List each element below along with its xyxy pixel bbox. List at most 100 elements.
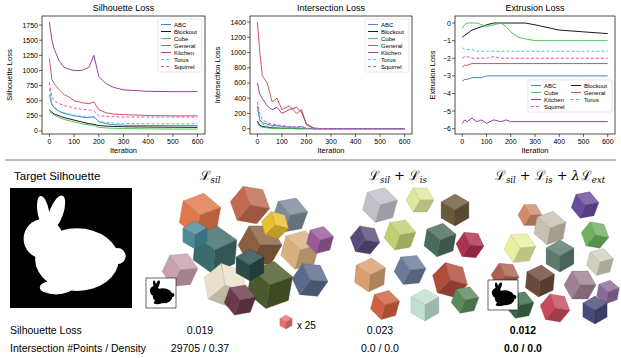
legend-label: Cube [381, 36, 396, 42]
legend-swatch [531, 85, 541, 86]
y-tick-label: 0 [34, 127, 38, 134]
legend: ABCBlockoutCubeGeneralKitchenTorusSquirr… [158, 19, 202, 72]
cube-face [250, 257, 264, 281]
x-tick [607, 134, 608, 137]
cube-face [518, 205, 530, 226]
y-tick-label: 1500 [22, 37, 38, 44]
series-line [49, 89, 197, 124]
legend-box [158, 19, 202, 72]
y-tick [39, 100, 42, 101]
cube-face [571, 194, 585, 218]
chart: 0100200300400500600025050075010001250150… [5, 3, 205, 155]
cube-face [456, 232, 470, 256]
series-line [462, 23, 607, 37]
silhouette-shape [492, 282, 517, 306]
y-tick-label: 750 [26, 82, 38, 89]
row-label: Silhouette Loss [10, 324, 82, 336]
series-line [462, 23, 607, 41]
plot-frame [42, 16, 205, 134]
y-tick-label: 1200 [230, 34, 246, 41]
cube-face [371, 294, 386, 319]
formula-subscript: ext [592, 175, 606, 185]
legend-label: Cube [174, 36, 189, 42]
cube [307, 227, 334, 254]
plot-frame [455, 16, 615, 134]
formula-symbol: ℒ [409, 168, 420, 183]
shape-foot [496, 303, 504, 306]
legend-label: Blockout [174, 29, 197, 35]
legend-label: Squirrel [544, 104, 565, 110]
formula-symbol: ℒ [200, 168, 211, 183]
row-value: 0.019 [187, 324, 213, 336]
y-tick [452, 111, 455, 112]
x-tick [148, 134, 149, 137]
y-tick [452, 93, 455, 94]
legend-swatch [161, 31, 171, 32]
legend-label: Blockout [584, 83, 607, 89]
cube [371, 291, 400, 320]
y-tick-label: 500 [26, 97, 38, 104]
cube-face [286, 319, 292, 330]
row-value: 0.012 [510, 324, 536, 336]
row-label: Intersection #Points / Density [10, 342, 147, 354]
legend-label: ABC [544, 83, 557, 89]
legend-swatch [531, 106, 541, 107]
legend-swatch [368, 31, 378, 32]
series-line [257, 110, 404, 129]
legend-swatch [161, 66, 171, 67]
cube-face [384, 223, 400, 250]
legend-swatch [368, 24, 378, 25]
legend-swatch [571, 99, 581, 100]
silhouette-shape [150, 280, 175, 304]
x-tick [172, 134, 173, 137]
y-tick [247, 82, 250, 83]
cube-face [540, 294, 555, 320]
shape-tail [513, 295, 517, 299]
x-tick-label: 600 [192, 138, 204, 145]
y-tick [247, 67, 250, 68]
cube-render [162, 186, 333, 315]
x-tick [281, 134, 282, 137]
legend-label: ABC [174, 22, 187, 28]
cube-face [437, 234, 456, 257]
cube [424, 223, 456, 256]
x-tick [331, 134, 332, 137]
y-tick-label: 800 [234, 64, 246, 71]
legend-box [365, 19, 409, 72]
cube-face [280, 319, 286, 330]
legend-label: Kitchen [174, 50, 194, 56]
legend-label: Blockout [381, 29, 404, 35]
legend-label: Cube [544, 90, 559, 96]
formula-operator: + [557, 168, 568, 183]
comparison: Target Silhouetteℒsilℒsil+ℒisℒsil+ℒis+λℒ… [10, 168, 619, 354]
cube [540, 294, 570, 322]
y-tick-label: −4 [443, 90, 451, 97]
legend-label: Torus [174, 57, 189, 63]
y-tick [39, 85, 42, 86]
legend-swatch [161, 59, 171, 60]
y-tick [452, 40, 455, 41]
chart-title: Intersection Loss [297, 3, 366, 13]
row-value: 0.023 [367, 324, 393, 336]
cube [281, 231, 320, 270]
y-tick-label: −3 [443, 72, 451, 79]
y-tick-label: −1 [443, 37, 451, 44]
cube [406, 188, 434, 212]
cube-face [266, 277, 293, 309]
cube-face [281, 236, 300, 269]
shape-foot [40, 280, 72, 294]
cube [456, 232, 484, 257]
formula-operator: + [520, 168, 531, 183]
cube [224, 285, 256, 315]
formula-subscript: sil [506, 175, 516, 185]
loss-formula: ℒsil+ℒis [369, 168, 427, 185]
row-value: 0.0 / 0.0 [361, 342, 399, 354]
cube-face [433, 263, 450, 293]
cube-face [581, 222, 595, 246]
x-tick-label: 0 [460, 138, 464, 145]
formula-subscript: sil [380, 175, 390, 185]
formula-subscript: sil [211, 175, 221, 185]
legend-swatch [531, 99, 541, 100]
x-tick-label: 0 [47, 138, 51, 145]
x-tick-label: 200 [301, 138, 313, 145]
